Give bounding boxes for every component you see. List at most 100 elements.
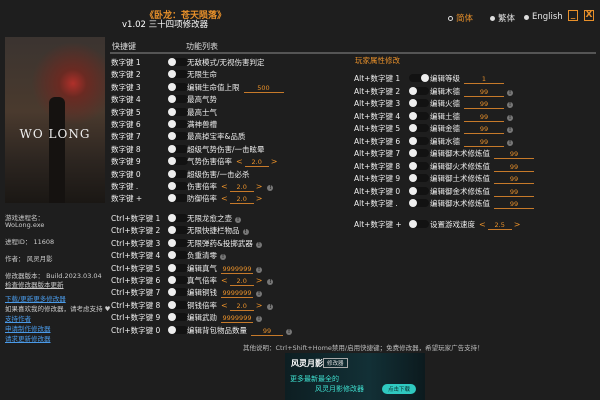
lang-traditional[interactable]: 繁体 bbox=[490, 12, 515, 24]
toggle-switch[interactable] bbox=[168, 263, 188, 272]
toggle-switch[interactable] bbox=[409, 111, 429, 120]
option-label: 编辑金德 bbox=[430, 124, 460, 133]
increase-arrow-icon[interactable]: > bbox=[255, 182, 263, 191]
lang-simplified[interactable]: 简体 bbox=[448, 12, 473, 24]
increase-arrow-icon[interactable]: > bbox=[255, 276, 263, 285]
toggle-switch[interactable] bbox=[168, 226, 188, 235]
info-icon[interactable]: ! bbox=[507, 102, 513, 108]
decrease-arrow-icon[interactable]: < bbox=[221, 194, 228, 204]
banner-download-button[interactable]: 点击下载 bbox=[382, 384, 417, 394]
toggle-switch[interactable] bbox=[168, 182, 188, 190]
stepper-value[interactable]: 2.0 bbox=[229, 302, 254, 311]
request-update-link[interactable]: 请求更新修改器 bbox=[5, 335, 51, 343]
toggle-switch[interactable] bbox=[168, 95, 188, 104]
stepper-value[interactable]: 2.0 bbox=[229, 184, 254, 192]
value-input[interactable]: 9999999 bbox=[221, 314, 253, 324]
value-input[interactable]: 99 bbox=[494, 201, 534, 209]
info-icon[interactable]: ! bbox=[242, 229, 249, 236]
toggle-switch[interactable] bbox=[409, 186, 429, 195]
increase-arrow-icon[interactable]: > bbox=[513, 219, 521, 229]
toggle-switch[interactable] bbox=[409, 149, 429, 157]
info-icon[interactable]: ! bbox=[507, 127, 513, 133]
stepper-value[interactable]: 2.0 bbox=[244, 159, 269, 168]
close-button[interactable]: X bbox=[584, 10, 594, 21]
value-input[interactable]: 99 bbox=[464, 126, 504, 134]
decrease-arrow-icon[interactable]: < bbox=[236, 157, 243, 167]
toggle-switch[interactable] bbox=[168, 132, 188, 141]
decrease-arrow-icon[interactable]: < bbox=[221, 276, 228, 285]
info-icon[interactable]: ! bbox=[256, 291, 262, 298]
toggle-switch[interactable] bbox=[409, 124, 429, 132]
value-input[interactable]: 99 bbox=[494, 176, 534, 184]
info-icon[interactable]: ! bbox=[267, 303, 274, 310]
info-icon[interactable]: ! bbox=[507, 114, 513, 121]
toggle-switch[interactable] bbox=[168, 107, 188, 116]
info-icon[interactable]: ! bbox=[507, 89, 513, 96]
download-more-link[interactable]: 下载/更新更多修改器 bbox=[5, 295, 66, 303]
toggle-switch[interactable] bbox=[168, 325, 188, 334]
stepper-value[interactable]: 2.0 bbox=[229, 196, 254, 205]
toggle-switch[interactable] bbox=[168, 300, 188, 309]
increase-arrow-icon[interactable]: > bbox=[270, 157, 278, 167]
minimize-button[interactable]: _ bbox=[568, 10, 578, 21]
check-update-link[interactable]: 检查修改器版本更新 bbox=[5, 281, 64, 289]
decrease-arrow-icon[interactable]: < bbox=[221, 300, 228, 310]
support-author-link[interactable]: 支持作者 bbox=[5, 315, 31, 323]
info-icon[interactable]: ! bbox=[267, 185, 274, 191]
value-input[interactable]: 99 bbox=[464, 88, 504, 97]
value-input[interactable]: 99 bbox=[464, 138, 504, 147]
info-icon[interactable]: ! bbox=[267, 279, 274, 285]
toggle-switch[interactable] bbox=[168, 194, 188, 203]
value-input[interactable]: 9999999 bbox=[221, 289, 253, 299]
toggle-switch[interactable] bbox=[168, 157, 188, 166]
value-input[interactable]: 99 bbox=[494, 151, 534, 159]
toggle-switch[interactable] bbox=[409, 219, 429, 228]
hotkey-label: Ctrl+数字键 3 bbox=[111, 238, 161, 248]
toggle-switch[interactable] bbox=[168, 251, 188, 260]
value-input[interactable]: 99 bbox=[494, 163, 534, 172]
value-input[interactable]: 99 bbox=[464, 113, 504, 122]
toggle-switch[interactable] bbox=[409, 99, 429, 107]
value-input[interactable]: 99 bbox=[494, 188, 534, 197]
toggle-switch[interactable] bbox=[168, 276, 188, 284]
value-input[interactable]: 99 bbox=[251, 327, 283, 336]
value-input[interactable]: 99 bbox=[464, 101, 504, 109]
toggle-switch[interactable] bbox=[409, 86, 429, 95]
toggle-switch[interactable] bbox=[409, 199, 429, 207]
value-input[interactable]: 1 bbox=[464, 76, 504, 84]
value-input[interactable]: 500 bbox=[243, 84, 284, 93]
ad-banner[interactable]: 风灵月影 修改器 更多最新最全的 风灵月影修改器 点击下载 bbox=[285, 353, 425, 400]
toggle-switch[interactable] bbox=[409, 174, 429, 182]
info-icon[interactable]: ! bbox=[256, 266, 262, 273]
toggle-switch[interactable] bbox=[168, 58, 188, 66]
info-icon[interactable]: ! bbox=[507, 139, 513, 146]
option-item: 编辑御木术修炼值 99 bbox=[430, 148, 534, 159]
info-icon[interactable]: ! bbox=[255, 241, 262, 248]
toggle-switch[interactable] bbox=[409, 74, 429, 82]
stepper-value[interactable]: 2.5 bbox=[487, 221, 512, 230]
info-icon[interactable]: ! bbox=[220, 254, 226, 261]
toggle-switch[interactable] bbox=[168, 144, 188, 153]
toggle-switch[interactable] bbox=[168, 313, 188, 322]
info-icon[interactable]: ! bbox=[286, 328, 292, 335]
toggle-switch[interactable] bbox=[409, 136, 429, 145]
decrease-arrow-icon[interactable]: < bbox=[221, 182, 228, 191]
info-icon[interactable]: ! bbox=[256, 316, 262, 323]
stepper-value[interactable]: 2.0 bbox=[229, 278, 254, 286]
toggle-switch[interactable] bbox=[168, 214, 188, 222]
request-make-link[interactable]: 申请制作修改器 bbox=[5, 325, 51, 333]
hotkey-label: Alt+数字键 7 bbox=[354, 149, 401, 158]
value-input[interactable]: 9999999 bbox=[221, 264, 253, 274]
toggle-switch[interactable] bbox=[168, 120, 188, 128]
toggle-switch[interactable] bbox=[168, 238, 188, 247]
toggle-switch[interactable] bbox=[168, 70, 188, 79]
lang-english[interactable]: English bbox=[524, 12, 563, 22]
toggle-switch[interactable] bbox=[168, 82, 188, 91]
toggle-switch[interactable] bbox=[409, 161, 429, 170]
toggle-switch[interactable] bbox=[168, 169, 188, 178]
increase-arrow-icon[interactable]: > bbox=[255, 194, 263, 204]
toggle-switch[interactable] bbox=[168, 288, 188, 297]
increase-arrow-icon[interactable]: > bbox=[255, 300, 263, 310]
info-icon[interactable]: ! bbox=[235, 217, 241, 223]
decrease-arrow-icon[interactable]: < bbox=[479, 219, 486, 229]
